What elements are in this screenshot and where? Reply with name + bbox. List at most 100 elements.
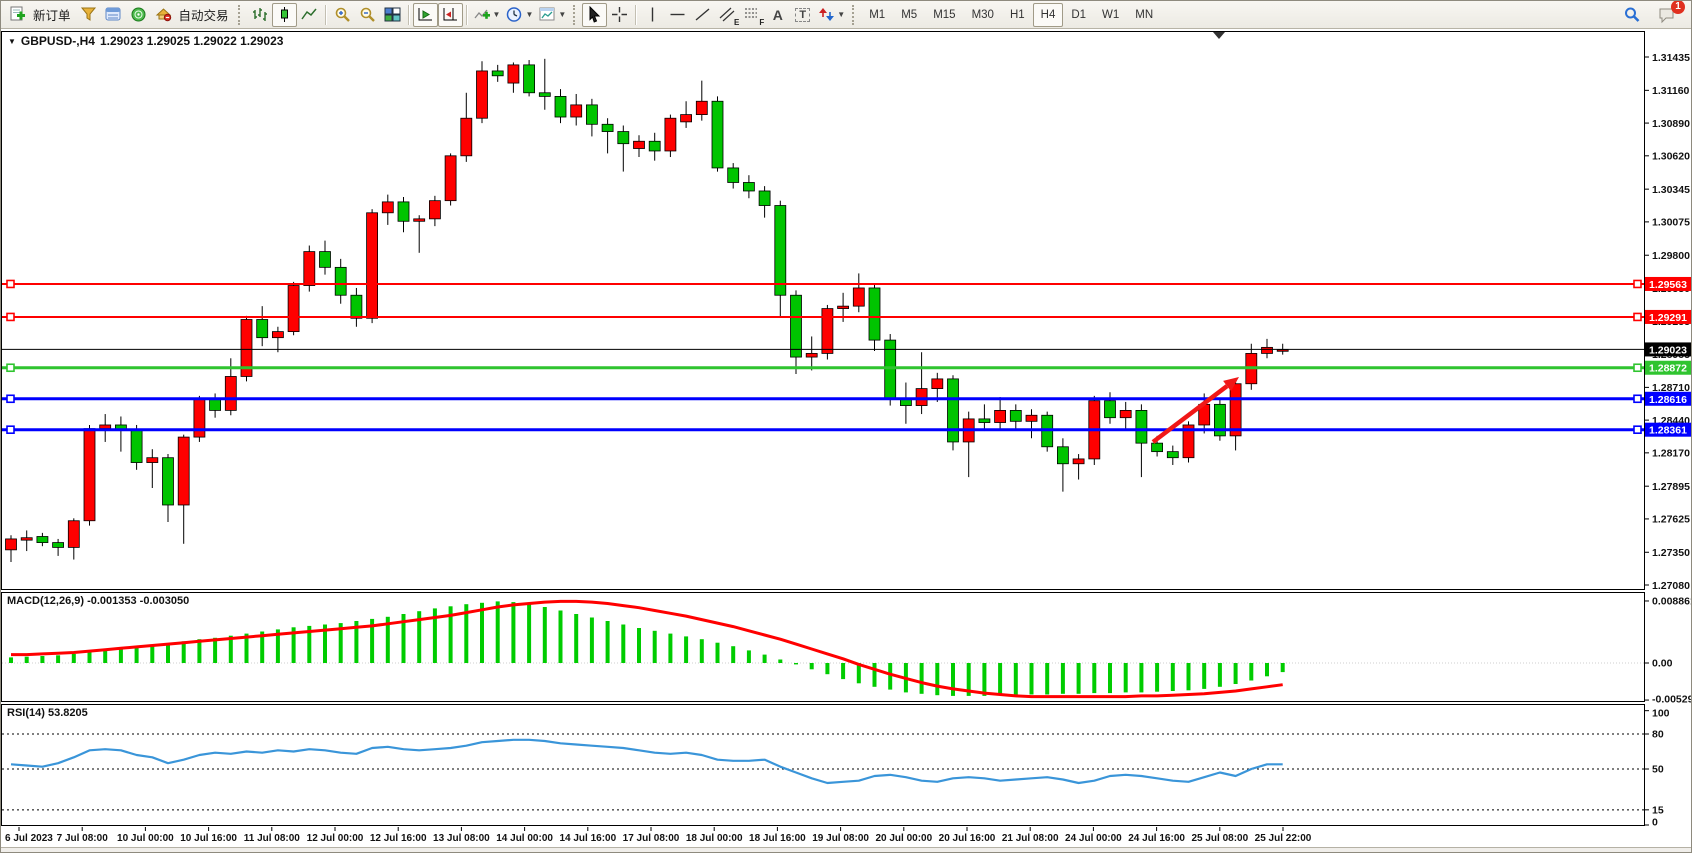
svg-text:1.30345: 1.30345 xyxy=(1652,184,1690,196)
autotrade-button[interactable] xyxy=(151,3,176,27)
notification-badge: 1 xyxy=(1671,1,1685,14)
indicators-button[interactable]: ▼ xyxy=(471,3,504,27)
candle xyxy=(20,537,33,541)
zoom-out-button[interactable] xyxy=(355,3,380,27)
chart-canvas[interactable]: 1.31435 1.31160 1.30890 1.30620 1.30345 1.300… xyxy=(1,29,1692,853)
bar-chart-button[interactable] xyxy=(247,3,272,27)
templates-button[interactable]: ▼ xyxy=(536,3,569,27)
vertical-line-button[interactable] xyxy=(640,3,665,27)
toolbar-grip[interactable] xyxy=(573,4,578,25)
line-chart-button[interactable] xyxy=(297,3,322,27)
candlestick-chart-button[interactable] xyxy=(271,2,297,27)
candle xyxy=(303,251,316,286)
market-watch-button[interactable] xyxy=(101,3,126,27)
candle xyxy=(193,399,206,438)
timeframe-w1-button[interactable]: W1 xyxy=(1102,8,1120,21)
svg-text:1.28361: 1.28361 xyxy=(1649,425,1687,437)
trendline-icon xyxy=(695,8,710,21)
toolbar-grip[interactable] xyxy=(852,4,857,25)
hline-1.28616[interactable] xyxy=(2,394,1644,404)
timeframe-h4-button[interactable]: H4 xyxy=(1032,2,1064,27)
svg-text:1.29800: 1.29800 xyxy=(1652,250,1690,262)
candle xyxy=(507,64,520,84)
candle xyxy=(978,418,991,423)
notifications-button[interactable]: 1 xyxy=(1654,1,1685,27)
line-handle xyxy=(6,394,15,404)
candle xyxy=(334,266,347,296)
arrows-button[interactable]: ▼ xyxy=(815,3,848,27)
timeframe-d1-button[interactable]: D1 xyxy=(1071,8,1087,21)
candle xyxy=(570,104,583,118)
chart-shift-button[interactable] xyxy=(437,2,463,27)
chart-shift-marker[interactable] xyxy=(1213,32,1225,39)
candle xyxy=(1104,400,1116,419)
periods-button[interactable]: ▼ xyxy=(503,3,536,27)
profiles-button[interactable] xyxy=(76,3,101,27)
timeframe-m15-button[interactable]: M15 xyxy=(933,8,956,21)
candle xyxy=(444,155,457,202)
text-button[interactable]: A xyxy=(765,3,790,27)
search-button[interactable] xyxy=(1619,3,1644,27)
svg-text:1.28710: 1.28710 xyxy=(1652,382,1690,394)
candle xyxy=(1229,383,1242,437)
zoom-out-icon xyxy=(360,7,375,22)
navigator-button[interactable] xyxy=(126,3,151,27)
autotrade-label[interactable]: 自动交易 xyxy=(178,9,229,23)
chart-symbol-period: GBPUSD-,H4 xyxy=(20,34,95,48)
svg-text:24 Jul 00:00: 24 Jul 00:00 xyxy=(1065,833,1122,844)
text-label-button[interactable]: T xyxy=(790,3,815,27)
trendline-button[interactable] xyxy=(690,3,715,27)
candle xyxy=(711,100,724,169)
candle xyxy=(413,218,426,222)
svg-text:80: 80 xyxy=(1652,728,1664,740)
svg-text:25 Jul 08:00: 25 Jul 08:00 xyxy=(1191,833,1248,844)
zoom-in-button[interactable] xyxy=(330,3,355,27)
chart-menu-icon[interactable]: ▼ xyxy=(8,36,16,46)
candle xyxy=(99,424,112,430)
new-order-button[interactable] xyxy=(5,3,30,27)
cursor-button[interactable] xyxy=(582,2,608,27)
profiles-funnel-icon xyxy=(80,7,96,21)
timeframe-m30-button[interactable]: M30 xyxy=(971,8,994,21)
equidistant-channel-button[interactable]: E xyxy=(715,3,740,27)
new-order-label[interactable]: 新订单 xyxy=(33,9,71,23)
candle xyxy=(67,520,80,548)
candle xyxy=(1119,410,1132,419)
hline-1.29563[interactable] xyxy=(2,279,1644,289)
candle xyxy=(554,96,567,118)
svg-text:13 Jul 08:00: 13 Jul 08:00 xyxy=(433,833,490,844)
search-icon xyxy=(1624,7,1639,22)
hline-1.28361[interactable] xyxy=(2,425,1644,434)
svg-text:17 Jul 08:00: 17 Jul 08:00 xyxy=(623,833,680,844)
auto-scroll-button[interactable] xyxy=(412,2,438,27)
tile-windows-button[interactable] xyxy=(380,3,405,27)
hline-1.28872[interactable] xyxy=(2,363,1644,373)
fibonacci-button[interactable]: F xyxy=(740,3,765,27)
candle xyxy=(1025,414,1038,422)
line-handle xyxy=(6,425,15,434)
candle xyxy=(680,114,692,123)
svg-text:1.29291: 1.29291 xyxy=(1649,312,1687,324)
timeframe-mn-button[interactable]: MN xyxy=(1135,8,1154,21)
hline-1.29291[interactable] xyxy=(2,312,1644,322)
chevron-down-icon: ▼ xyxy=(525,10,534,19)
candle xyxy=(350,294,363,319)
toolbar-separator xyxy=(407,4,410,25)
timeframe-h1-button[interactable]: H1 xyxy=(1009,8,1025,21)
candle xyxy=(1166,451,1179,459)
timeframe-m5-button[interactable]: M5 xyxy=(901,8,918,21)
svg-text:0: 0 xyxy=(1652,817,1658,829)
crosshair-button[interactable] xyxy=(607,3,632,27)
candle xyxy=(177,436,190,506)
candle xyxy=(381,201,394,214)
horizontal-line-button[interactable] xyxy=(665,3,690,27)
candle xyxy=(1009,410,1022,422)
arrow-annotation[interactable] xyxy=(1151,377,1239,444)
candle xyxy=(146,457,159,463)
toolbar-grip[interactable] xyxy=(237,4,243,25)
cursor-arrow-icon xyxy=(589,6,601,23)
svg-text:6 Jul 2023: 6 Jul 2023 xyxy=(5,833,53,844)
svg-text:0.008861: 0.008861 xyxy=(1652,595,1692,607)
candle xyxy=(36,536,49,543)
timeframe-m1-button[interactable]: M1 xyxy=(869,8,886,21)
